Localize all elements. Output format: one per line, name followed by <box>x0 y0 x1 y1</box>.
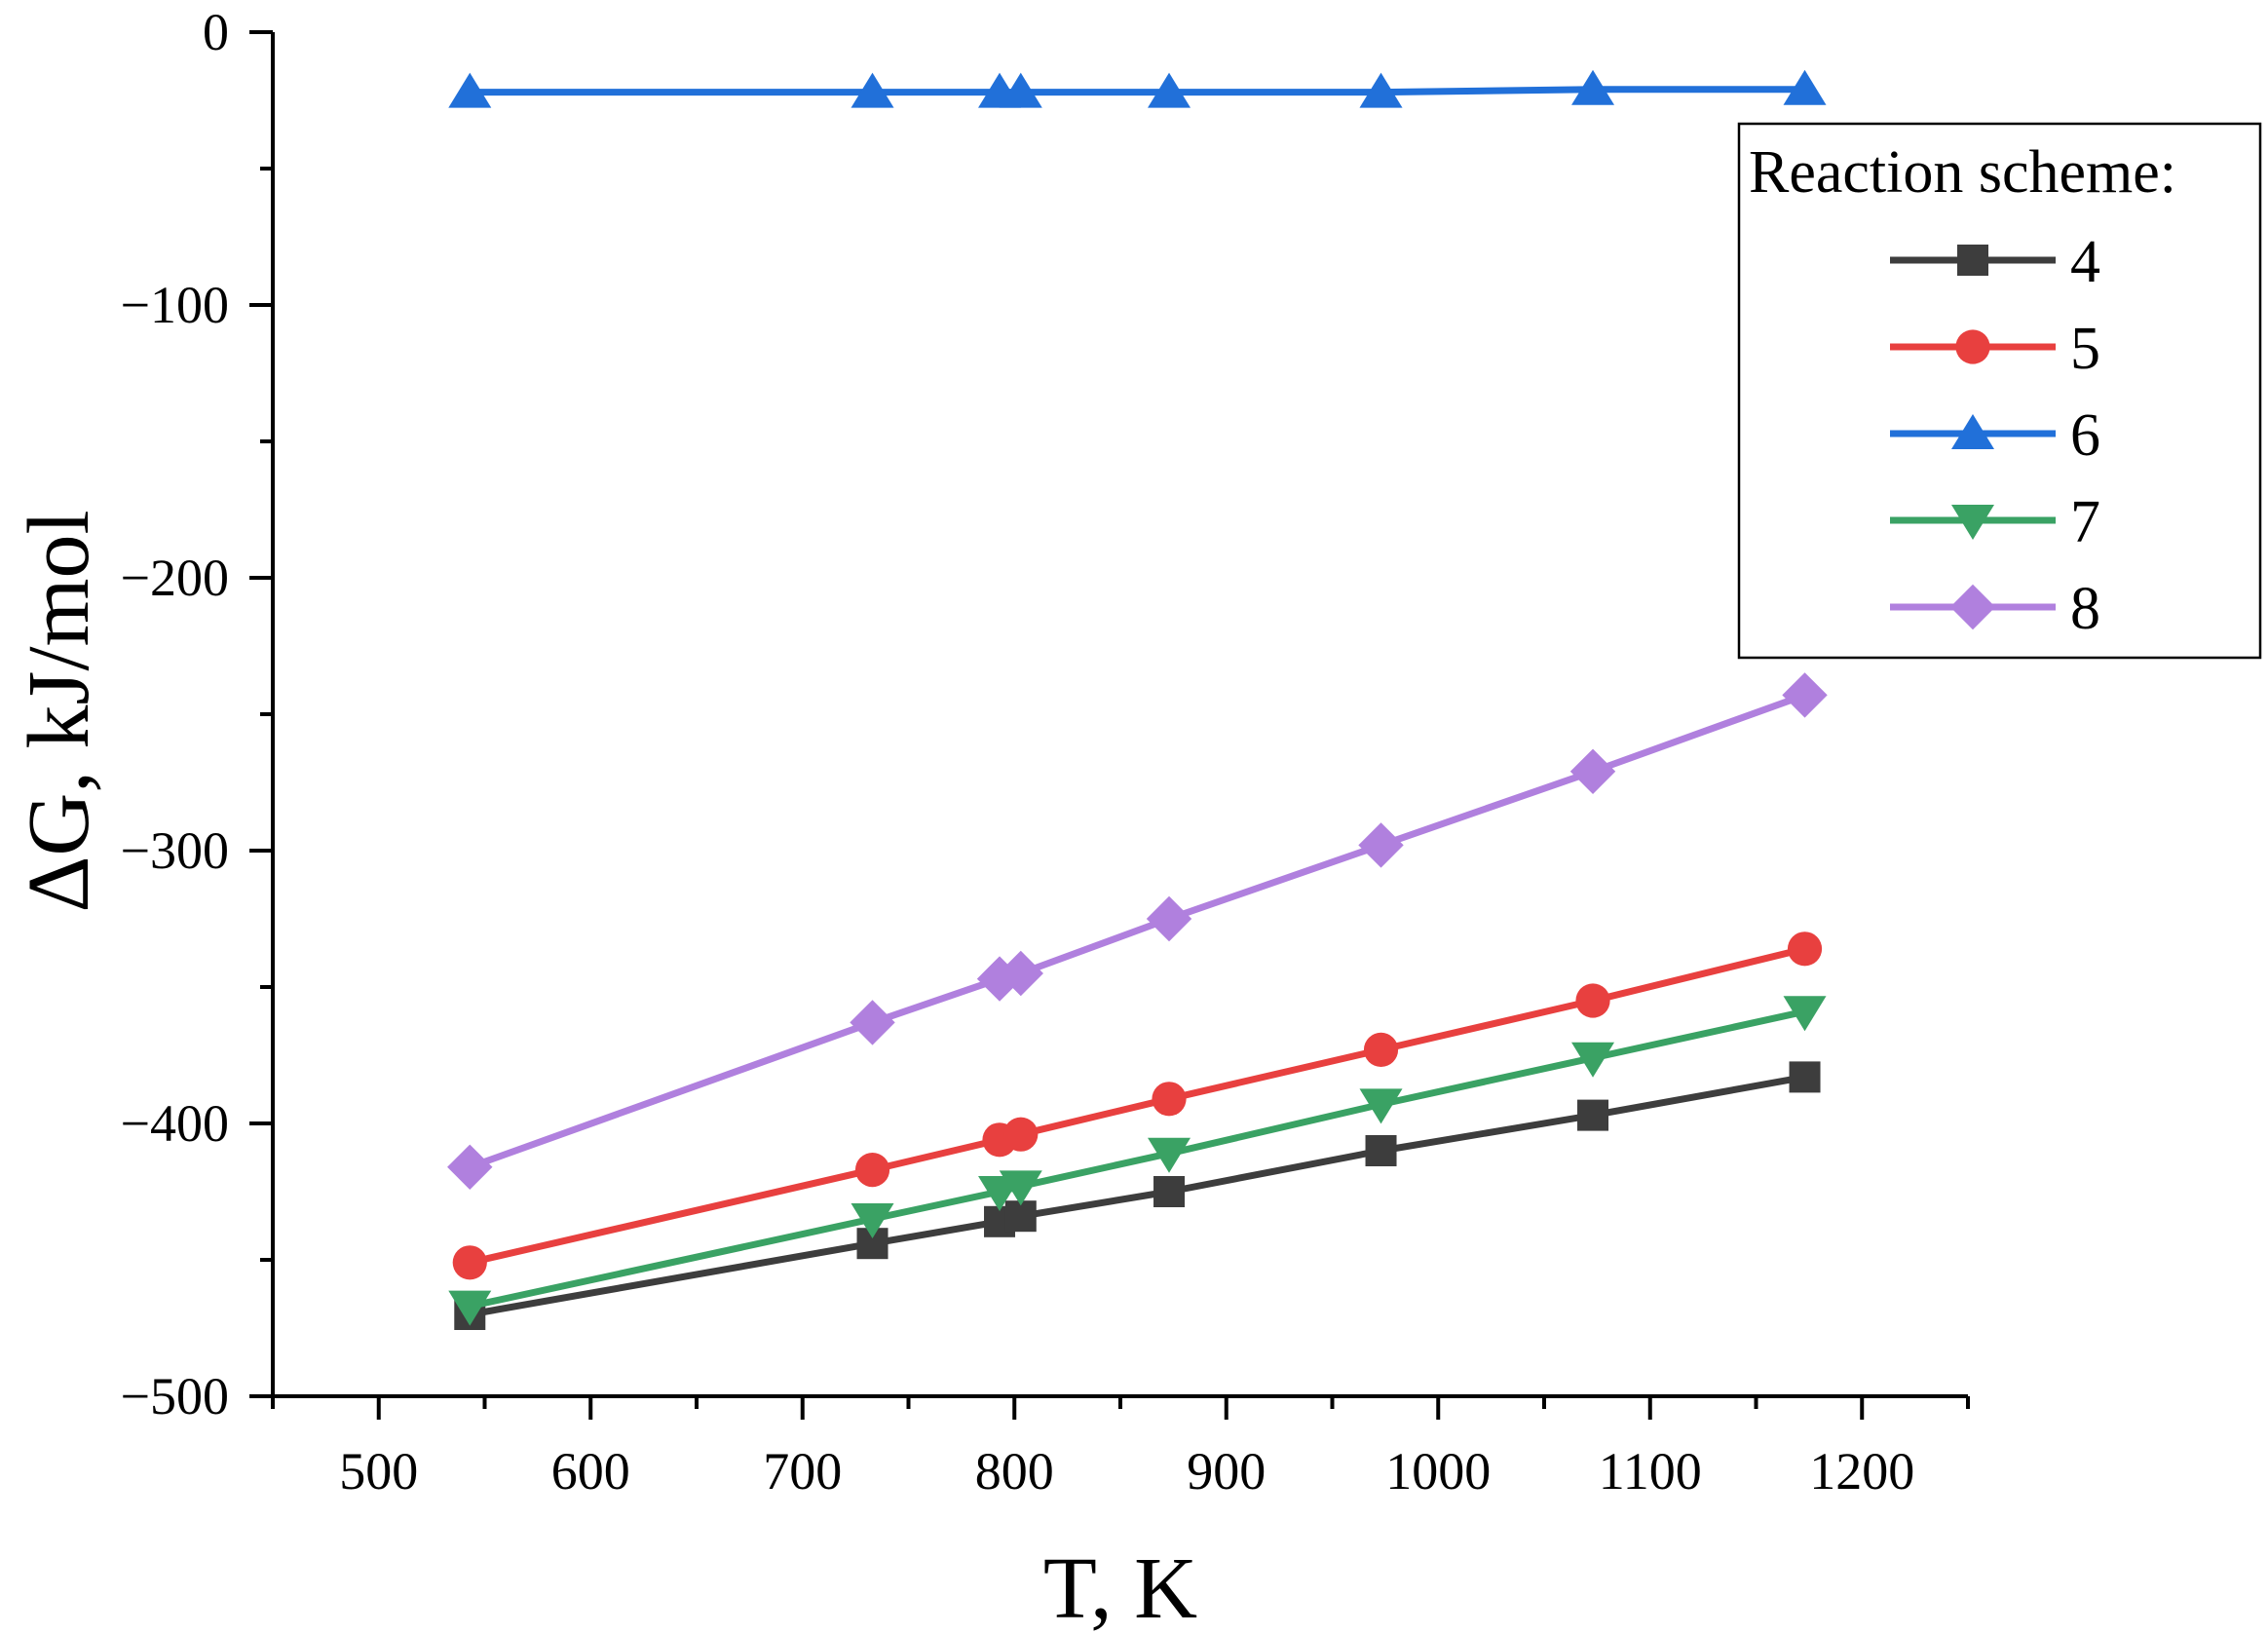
x-tick-label: 1100 <box>1599 1442 1702 1501</box>
series-7-line <box>469 1007 1806 1311</box>
legend: Reaction scheme: 4 5 6 7 8 <box>1737 122 2262 660</box>
series-6 <box>448 69 1827 108</box>
x-tick-label: 700 <box>763 1442 842 1501</box>
series-5-line <box>469 945 1806 1267</box>
series-7-point <box>1148 1137 1191 1173</box>
y-tick-label: 0 <box>203 3 229 61</box>
legend-entry-4: 4 <box>1890 229 2100 295</box>
y-tick-label: −100 <box>121 276 229 334</box>
series-5-point <box>1003 1117 1039 1152</box>
series-6-point <box>1783 69 1827 105</box>
axes: 500 600 700 800 900 1000 1100 1200 0 −100 −200 −300… <box>121 3 1970 1501</box>
series-8-point <box>998 950 1043 997</box>
series-7-point <box>850 1203 894 1238</box>
legend-swatch-marker <box>1955 329 1990 364</box>
y-tick-label: −400 <box>121 1094 229 1153</box>
series-6-point <box>1359 72 1403 108</box>
legend-swatch-marker <box>1951 414 1994 449</box>
series-4-line <box>469 1073 1806 1318</box>
x-tick-label: 600 <box>551 1442 630 1501</box>
series-8-point <box>1146 895 1192 942</box>
series-5 <box>452 931 1823 1280</box>
legend-swatch-marker <box>1951 505 1994 540</box>
x-tick-label: 1000 <box>1385 1442 1491 1501</box>
x-tick-label: 500 <box>339 1442 418 1501</box>
series-4 <box>454 1061 1821 1330</box>
legend-label: 6 <box>2070 402 2100 469</box>
series-6-point <box>850 72 894 108</box>
series-6-point <box>1148 72 1191 108</box>
series-5-point <box>854 1153 890 1188</box>
series-5-point <box>1152 1082 1187 1117</box>
y-tick-label: −300 <box>121 821 229 880</box>
series-4-point <box>1153 1176 1186 1207</box>
series-6-line <box>470 86 1805 96</box>
series-8-point <box>1569 748 1616 794</box>
legend-swatch-marker <box>1957 245 1988 276</box>
legend-label: 7 <box>2070 489 2100 555</box>
series-4-point <box>1789 1061 1821 1093</box>
legend-entry-7: 7 <box>1890 489 2100 555</box>
series-7-point <box>1783 996 1827 1032</box>
y-tick-label: −200 <box>121 549 229 607</box>
legend-box <box>1737 122 2262 660</box>
legend-label: 5 <box>2070 316 2100 382</box>
legend-label: 4 <box>2070 229 2100 295</box>
legend-entry-8: 8 <box>1890 576 2100 642</box>
x-tick-label: 1200 <box>1809 1442 1914 1501</box>
series-6-point <box>999 72 1042 108</box>
series-7-point <box>999 1170 1042 1206</box>
series-5-point <box>1787 931 1823 967</box>
series-8-line <box>469 692 1806 1171</box>
legend-title: Reaction scheme: <box>1749 139 2176 206</box>
x-tick-label: 900 <box>1187 1442 1266 1501</box>
x-axis-title: T, K <box>1043 1540 1197 1634</box>
y-axis-title: ΔG, kJ/mol <box>11 511 107 913</box>
series-4-point <box>1004 1200 1037 1233</box>
x-tick-label: 800 <box>975 1442 1054 1501</box>
series-5-point <box>452 1245 487 1280</box>
plot-area <box>447 69 1828 1330</box>
series-6-point <box>448 72 492 108</box>
series-8-point <box>850 1000 895 1045</box>
series-7-point <box>448 1290 492 1326</box>
series-7-point <box>1359 1088 1403 1124</box>
series-8-point <box>447 1144 493 1190</box>
series-4-point <box>1365 1135 1397 1166</box>
legend-entry-5: 5 <box>1890 316 2100 382</box>
series-7 <box>448 996 1827 1326</box>
legend-label: 8 <box>2070 576 2100 642</box>
legend-swatch-marker <box>1949 584 1996 630</box>
series-7-point <box>1571 1042 1615 1078</box>
series-8 <box>447 672 1828 1190</box>
series-5-point <box>1575 983 1610 1018</box>
legend-entry-6: 6 <box>1890 402 2100 469</box>
series-8-point <box>1782 672 1828 718</box>
series-4-point <box>1577 1099 1609 1131</box>
series-5-point <box>1363 1032 1399 1067</box>
series-6-point <box>1571 69 1615 105</box>
series-8-point <box>1358 822 1404 868</box>
y-tick-label: −500 <box>121 1367 229 1425</box>
